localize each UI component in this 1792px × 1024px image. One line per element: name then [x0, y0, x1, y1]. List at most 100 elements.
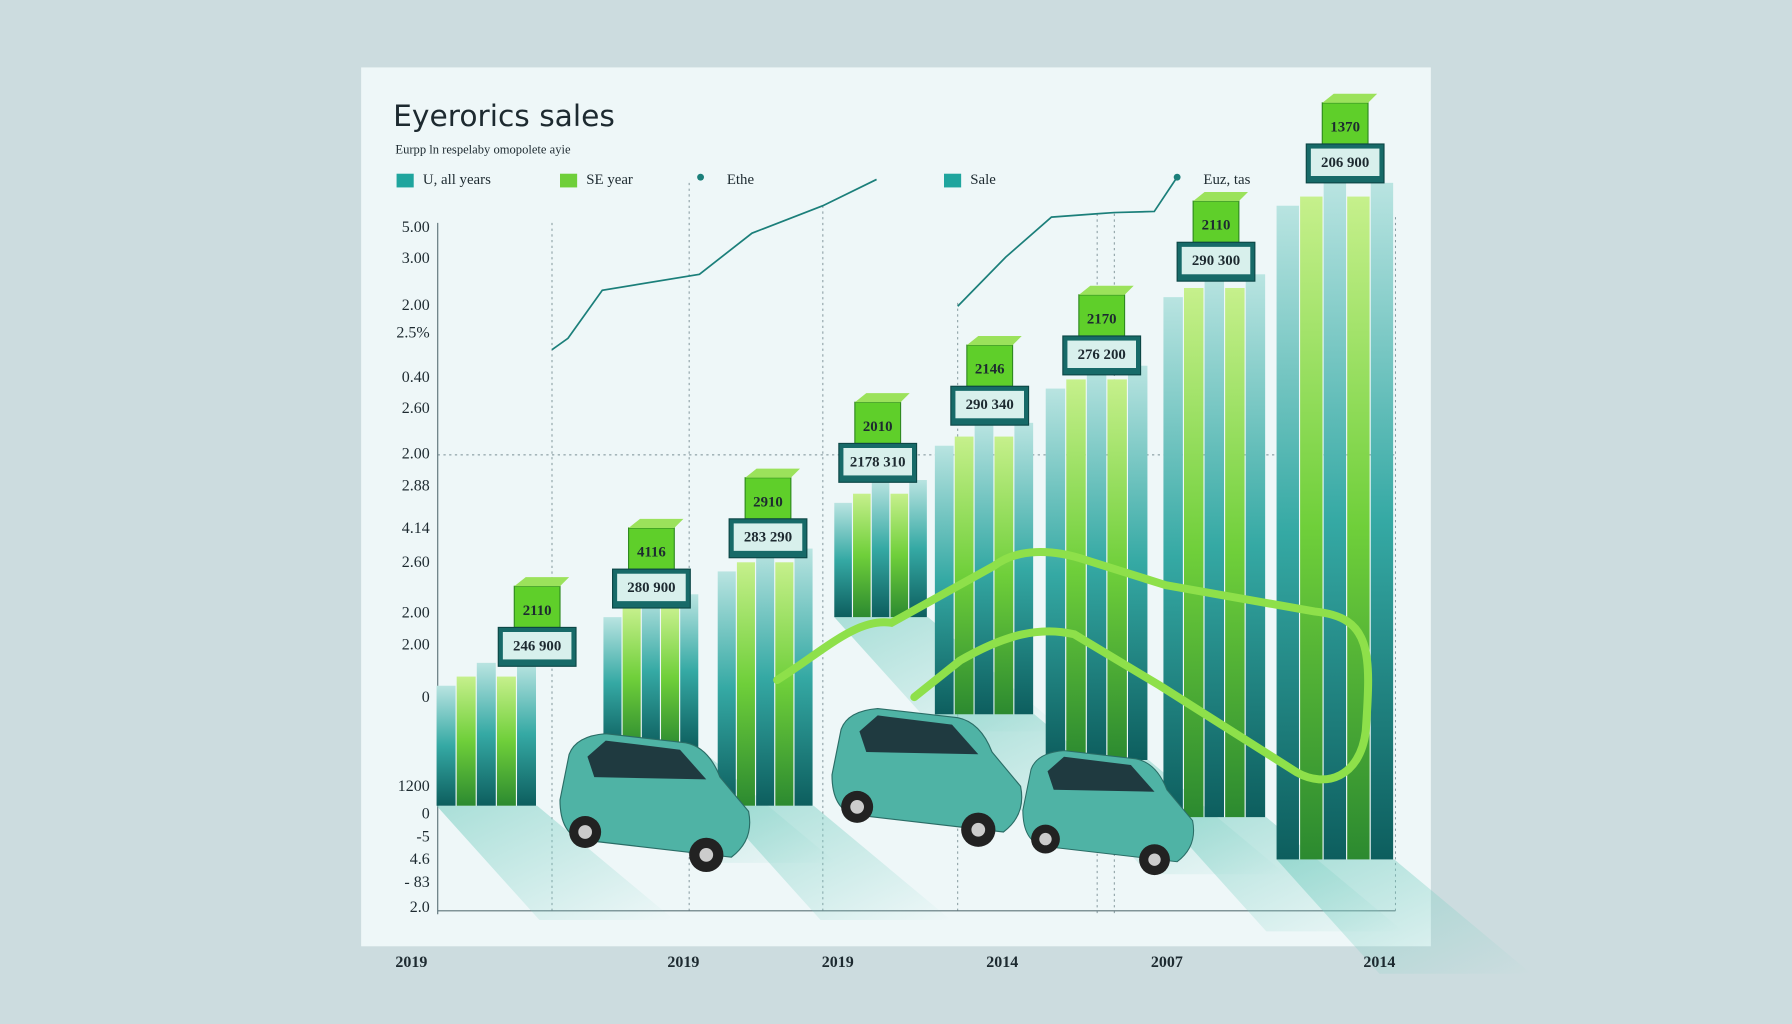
car-hub	[1039, 832, 1052, 846]
box-top-label: 2146	[975, 362, 1005, 378]
bar	[1204, 274, 1224, 818]
bar	[756, 548, 775, 806]
bar	[1225, 288, 1245, 818]
green-tube	[773, 548, 1373, 784]
box-top-label: 2110	[523, 603, 552, 619]
y-tick-label: 1200	[398, 778, 430, 795]
bar	[834, 502, 852, 618]
bar-shadow	[436, 805, 675, 920]
bar-shadow	[1276, 859, 1532, 974]
box-top	[744, 477, 792, 520]
bar	[994, 436, 1014, 715]
x-tick-label: 2019	[667, 954, 699, 971]
bar	[1300, 196, 1323, 860]
box-top-label: 4116	[637, 545, 666, 561]
legend-swatch	[396, 173, 414, 188]
car	[559, 733, 751, 872]
box-bottom-face	[1067, 340, 1136, 368]
box-top-label: 2110	[1202, 218, 1231, 234]
trend-line	[957, 176, 1178, 307]
legend-label: Euz, tas	[1203, 172, 1250, 188]
car-hub	[971, 822, 986, 837]
box-lid	[514, 577, 570, 587]
box-bottom-label: 290 300	[1192, 253, 1240, 269]
box-bottom-face	[843, 448, 912, 476]
legend-swatch	[560, 173, 578, 188]
y-tick-label: 2.00	[402, 636, 430, 653]
box-top	[1192, 200, 1240, 243]
box-bottom-label: 2178 310	[850, 454, 906, 470]
car-hub	[850, 800, 864, 814]
bar	[1323, 182, 1347, 860]
y-tick-label: 2.60	[402, 400, 430, 417]
x-tick-label: 2019	[822, 954, 854, 971]
y-tick-label: 2.5%	[396, 324, 429, 341]
bar	[717, 571, 736, 806]
legend-marker	[1173, 173, 1181, 181]
x-tick-label: 2014	[986, 954, 1018, 971]
box-bottom-face	[733, 523, 803, 551]
bar	[661, 608, 680, 749]
y-tick-label: -5	[416, 828, 429, 845]
bar	[603, 617, 622, 749]
car	[1022, 750, 1195, 876]
y-tick-label: 0	[422, 689, 430, 706]
bar	[622, 608, 641, 749]
box-lid	[745, 468, 800, 478]
box-top-label: 2170	[1087, 311, 1117, 327]
legend-marker	[697, 173, 704, 181]
bar	[1045, 388, 1066, 760]
y-tick-label: 2.60	[402, 554, 430, 571]
bar	[456, 676, 476, 806]
bar	[736, 562, 755, 806]
y-tick-label: - 83	[404, 874, 429, 891]
box-top	[1321, 102, 1369, 145]
box-bottom-face	[617, 573, 686, 602]
y-tick-label: 0.40	[402, 369, 430, 386]
bar	[871, 480, 890, 618]
box-top-label: 1370	[1330, 119, 1360, 135]
car-window	[587, 740, 707, 780]
box-lid	[628, 518, 684, 528]
box-top	[854, 401, 902, 444]
box-top-label: 2910	[753, 494, 783, 510]
box-bottom-label: 246 900	[513, 638, 561, 654]
bar	[517, 662, 536, 806]
bar	[496, 676, 516, 806]
legend-label: Sale	[970, 172, 996, 188]
bar	[775, 562, 794, 806]
box-bottom-face	[955, 390, 1024, 419]
bar	[1245, 274, 1266, 818]
bar	[954, 436, 974, 715]
car	[831, 707, 1023, 847]
y-tick-label: 2.00	[402, 446, 430, 463]
box-lid	[854, 393, 910, 403]
bar	[436, 685, 456, 806]
bar	[934, 445, 954, 715]
box-lid	[966, 336, 1022, 346]
box-bottom-label: 283 290	[744, 530, 792, 546]
bar	[1184, 288, 1204, 818]
box-lid	[1078, 285, 1134, 295]
bar	[1014, 422, 1034, 715]
bar	[853, 493, 871, 618]
car-window	[859, 715, 979, 755]
box-bottom-face	[502, 632, 572, 660]
bar	[1276, 205, 1299, 860]
y-tick-label: 2.00	[402, 297, 430, 314]
bar	[890, 493, 909, 618]
bar	[1066, 379, 1086, 760]
bar-shadow	[717, 805, 951, 920]
trend-line	[551, 178, 877, 351]
box-lid	[1193, 192, 1248, 202]
bar	[1128, 365, 1148, 760]
box-bottom-label: 290 340	[966, 397, 1014, 413]
y-tick-label: 4.6	[410, 851, 430, 868]
y-tick-label: 5.00	[402, 219, 430, 236]
y-tick-label: 4.14	[402, 520, 430, 537]
bar	[641, 594, 660, 749]
box-top-label: 2010	[863, 419, 893, 435]
box-bottom-label: 276 200	[1078, 347, 1126, 363]
